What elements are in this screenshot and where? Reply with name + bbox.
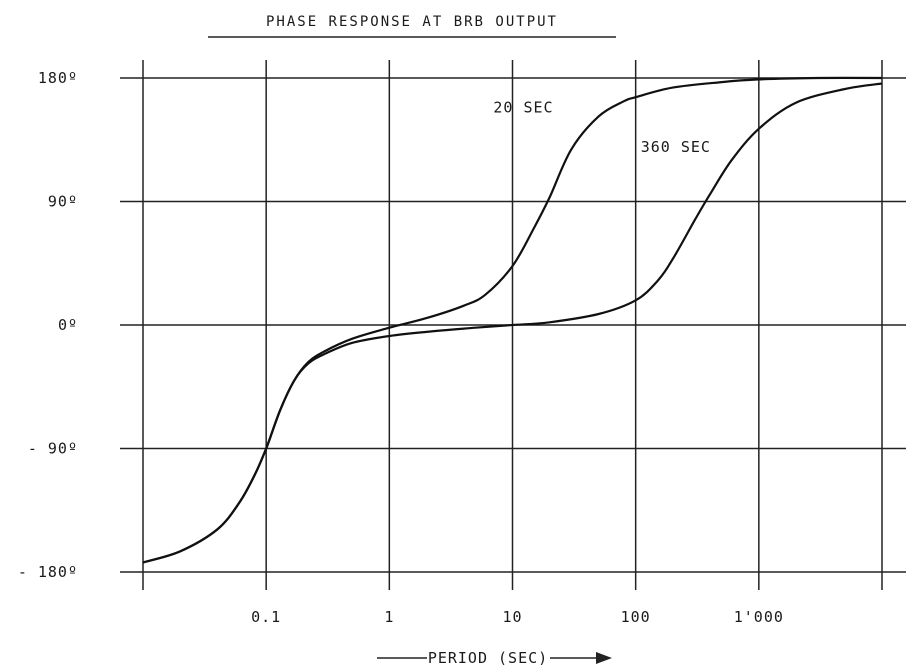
y-tick-label-2: 0º (58, 316, 78, 334)
series-line-1 (142, 82, 883, 564)
x-axis-label-arrows (377, 652, 612, 664)
x-tick-label-1: 1 (384, 608, 394, 626)
x-tick-label-0: 0.1 (251, 608, 281, 626)
tick-labels: 0.1 1 10 100 1'000 180º 90º 0º - 90º - 180º (18, 69, 784, 626)
series-annotation-1: 360 SEC (641, 138, 711, 156)
series-annotation-0: 20 SEC (493, 98, 553, 116)
x-tick-label-3: 100 (621, 608, 651, 626)
y-tick-label-3: - 90º (28, 440, 78, 458)
x-axis-label: PERIOD (SEC) (428, 649, 548, 667)
chart-title: PHASE RESPONSE AT BRB OUTPUT (266, 14, 558, 30)
annotations: 20 SEC 360 SEC (493, 98, 711, 156)
x-tick-label-4: 1'000 (734, 608, 784, 626)
series-curves (142, 76, 883, 564)
x-tick-label-2: 10 (502, 608, 522, 626)
y-tick-label-1: 90º (48, 193, 78, 211)
y-tick-label-4: - 180º (18, 563, 78, 581)
y-tick-label-0: 180º (38, 69, 78, 87)
